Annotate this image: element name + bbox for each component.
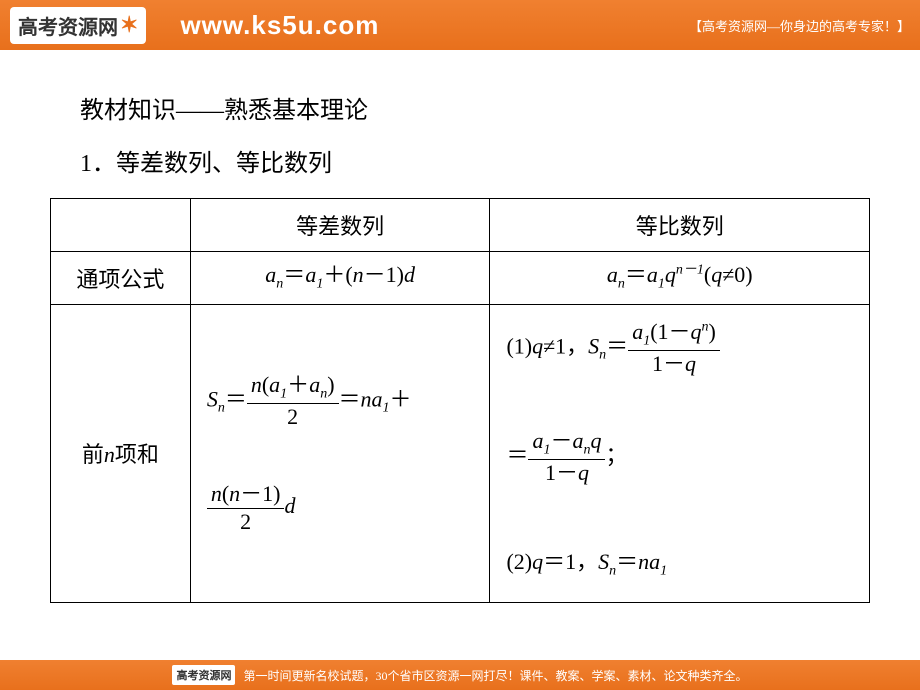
table-row: 前n项和 Sn＝n(a1＋an)2＝na1＋ n(n－1)2d (1)q≠1，S…: [51, 305, 870, 603]
row-label-general: 通项公式: [51, 252, 191, 305]
logo-star-icon: ✶: [120, 12, 138, 38]
main-content: 教材知识——熟悉基本理论 1．等差数列、等比数列 等差数列 等比数列 通项公式 …: [0, 50, 920, 623]
logo-text: 高考资源网: [18, 11, 118, 40]
arithmetic-general-formula: an＝a1＋(n－1)d: [190, 252, 490, 305]
geometric-general-formula: an＝a1qn－1(q≠0): [490, 252, 870, 305]
row-label-sum: 前n项和: [51, 305, 191, 603]
header-cell-empty: [51, 199, 191, 252]
logo: 高考资源网 ✶: [10, 7, 146, 44]
table-header-row: 等差数列 等比数列: [51, 199, 870, 252]
formula-table: 等差数列 等比数列 通项公式 an＝a1＋(n－1)d an＝a1qn－1(q≠…: [50, 198, 870, 603]
footer-logo: 高考资源网: [172, 665, 235, 685]
header-cell-arithmetic: 等差数列: [190, 199, 490, 252]
header-cell-geometric: 等比数列: [490, 199, 870, 252]
site-url: www.ks5u.com: [180, 10, 379, 41]
footer-text: 第一时间更新名校试题，30个省市区资源一网打尽！课件、教案、学案、素材、论文种类…: [243, 667, 747, 684]
section-subheading: 1．等差数列、等比数列: [80, 143, 870, 178]
section-heading: 教材知识——熟悉基本理论: [80, 90, 870, 125]
site-tagline: 【高考资源网—你身边的高考专家！】: [689, 16, 910, 35]
site-header: 高考资源网 ✶ www.ks5u.com 【高考资源网—你身边的高考专家！】: [0, 0, 920, 50]
table-row: 通项公式 an＝a1＋(n－1)d an＝a1qn－1(q≠0): [51, 252, 870, 305]
site-footer: 高考资源网 第一时间更新名校试题，30个省市区资源一网打尽！课件、教案、学案、素…: [0, 660, 920, 690]
arithmetic-sum-formula: Sn＝n(a1＋an)2＝na1＋ n(n－1)2d: [190, 305, 490, 603]
geometric-sum-formula: (1)q≠1，Sn＝a1(1－qn)1－q ＝a1－anq1－q； (2)q＝1…: [490, 305, 870, 603]
